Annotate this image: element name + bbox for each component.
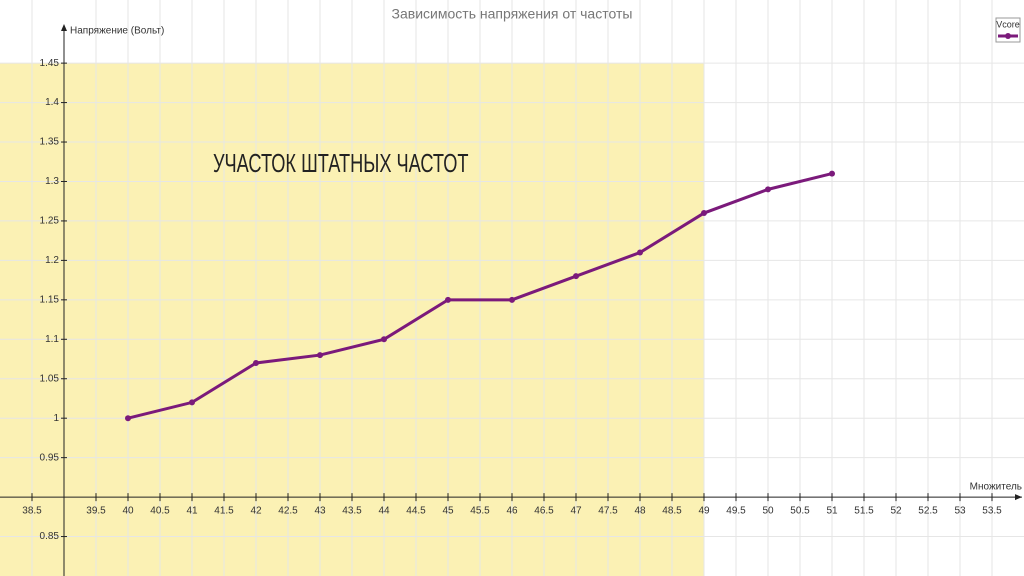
y-tick-label: 0.85 xyxy=(40,531,60,542)
x-tick-label: 53 xyxy=(954,506,966,517)
data-point xyxy=(765,186,771,193)
x-tick-label: 50 xyxy=(762,506,774,517)
data-point xyxy=(637,249,643,256)
data-point xyxy=(829,170,835,177)
x-tick-label: 42.5 xyxy=(278,506,298,517)
x-tick-label: 40 xyxy=(122,506,134,517)
x-tick-label: 49.5 xyxy=(726,506,746,517)
x-axis-label: Множитель xyxy=(970,482,1022,493)
x-tick-label: 51.5 xyxy=(854,506,874,517)
data-point xyxy=(509,296,515,303)
y-axis-arrow xyxy=(61,24,67,31)
data-point xyxy=(125,415,131,422)
x-tick-label: 40.5 xyxy=(150,506,170,517)
x-tick-label: 50.5 xyxy=(790,506,810,517)
data-point xyxy=(317,352,323,359)
data-point xyxy=(381,336,387,343)
x-tick-label: 52 xyxy=(890,506,902,517)
x-tick-label: 46 xyxy=(506,506,518,517)
x-tick-label: 44.5 xyxy=(406,506,426,517)
y-axis-label: Напряжение (Вольт) xyxy=(70,26,164,37)
x-tick-label: 41.5 xyxy=(214,506,234,517)
x-tick-label: 49 xyxy=(698,506,710,517)
data-point xyxy=(253,359,259,366)
legend-label: Vcore xyxy=(996,19,1020,29)
data-point xyxy=(701,210,707,217)
x-tick-label: 39.5 xyxy=(86,506,106,517)
x-tick-label: 46.5 xyxy=(534,506,554,517)
y-tick-label: 1 xyxy=(53,413,59,424)
y-tick-label: 1.25 xyxy=(40,216,60,227)
x-tick-label: 41 xyxy=(186,506,198,517)
x-tick-label: 38.5 xyxy=(22,506,42,517)
y-tick-label: 1.4 xyxy=(45,97,59,108)
x-tick-label: 43.5 xyxy=(342,506,362,517)
x-tick-label: 47.5 xyxy=(598,506,618,517)
x-tick-label: 45 xyxy=(442,506,454,517)
x-tick-label: 42 xyxy=(250,506,262,517)
x-tick-label: 45.5 xyxy=(470,506,490,517)
chart-title: Зависимость напряжения от частоты xyxy=(392,6,633,22)
y-tick-label: 1.35 xyxy=(40,137,60,148)
y-tick-label: 1.45 xyxy=(40,58,60,69)
data-point xyxy=(573,273,579,280)
series-line xyxy=(127,172,833,420)
y-tick-label: 0.95 xyxy=(40,452,60,463)
legend-marker xyxy=(1005,33,1011,39)
x-axis-arrow xyxy=(1015,494,1022,501)
y-tick-label: 1.2 xyxy=(45,255,59,266)
x-tick-label: 52.5 xyxy=(918,506,938,517)
y-tick-label: 1.3 xyxy=(45,176,59,187)
annotation: УЧАСТОК ШТАТНЫХ ЧАСТОТ xyxy=(213,149,469,178)
y-tick-label: 1.05 xyxy=(40,373,60,384)
x-tick-label: 48.5 xyxy=(662,506,682,517)
x-tick-label: 44 xyxy=(378,506,390,517)
y-tick-label: 1.1 xyxy=(45,334,59,345)
x-tick-label: 43 xyxy=(314,506,326,517)
y-tick-label: 1.15 xyxy=(40,294,60,305)
x-tick-label: 51 xyxy=(826,506,838,517)
x-tick-label: 53.5 xyxy=(982,506,1002,517)
data-point xyxy=(189,399,195,406)
x-tick-label: 48 xyxy=(634,506,646,517)
x-tick-label: 47 xyxy=(570,506,582,517)
data-point xyxy=(445,296,451,303)
